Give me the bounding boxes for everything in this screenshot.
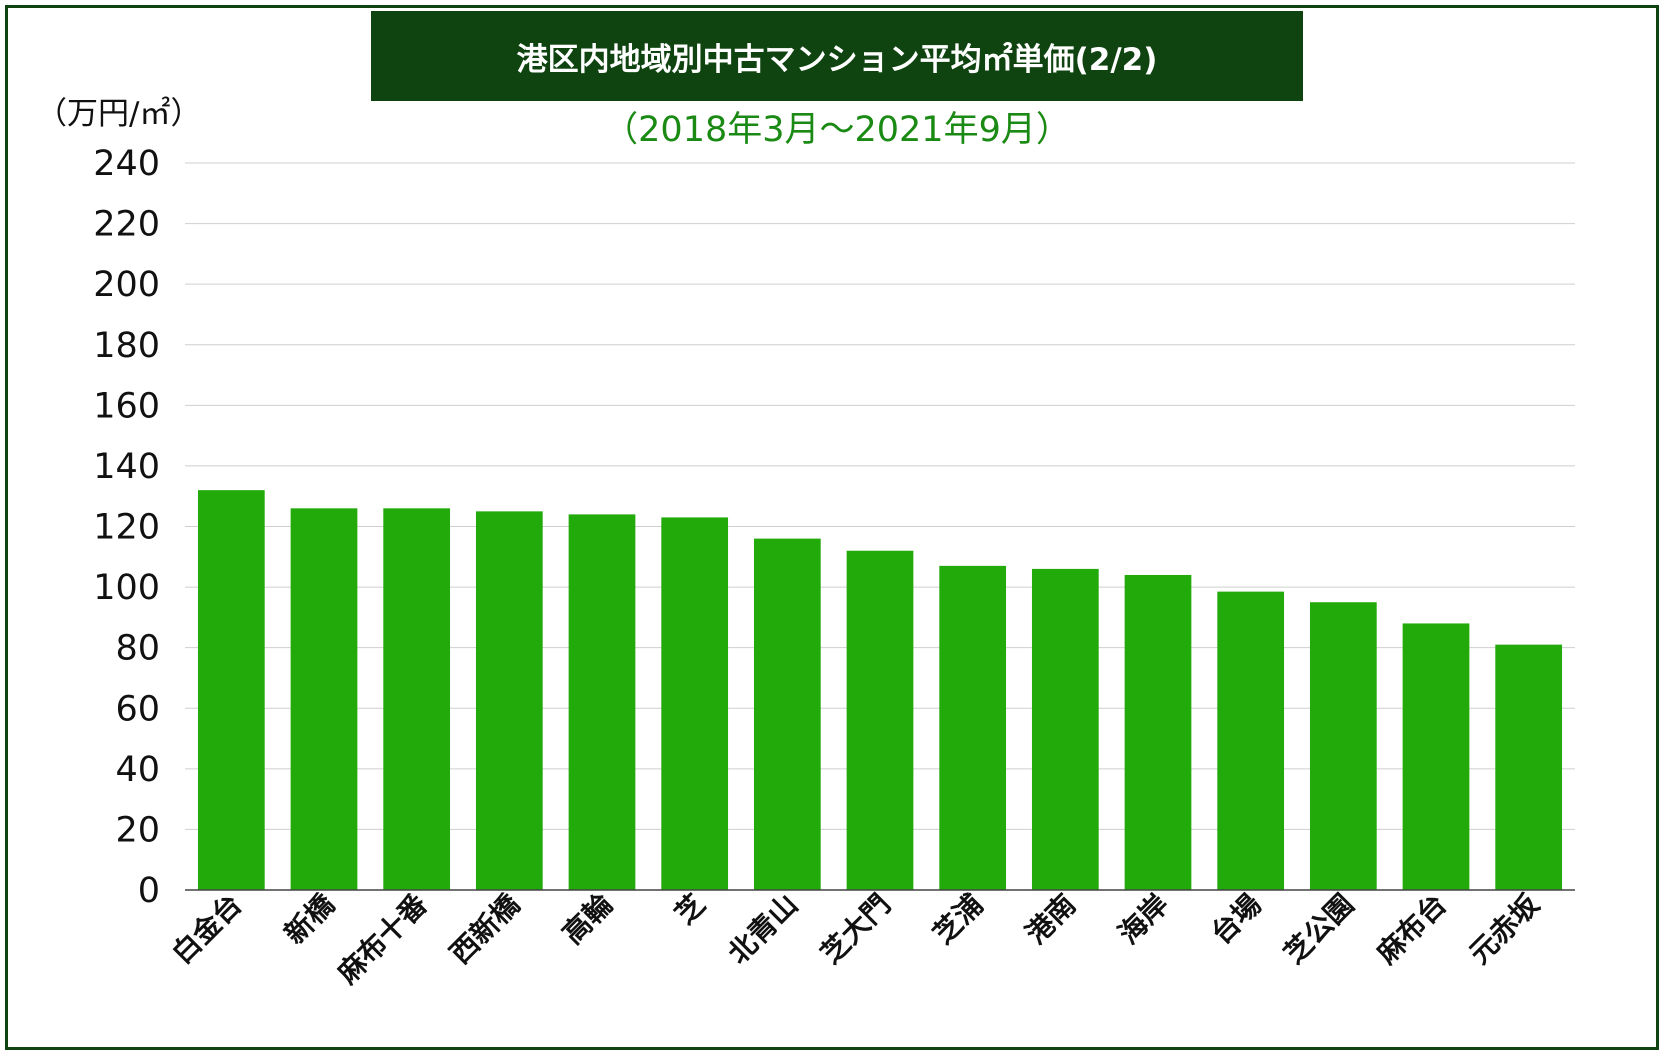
bar [847, 551, 914, 890]
y-tick-label: 80 [115, 629, 160, 669]
bars [198, 490, 1562, 890]
bar [1310, 602, 1377, 890]
y-tick-label: 240 [93, 144, 160, 184]
x-category-label: 台場 [1205, 888, 1268, 951]
x-category-label: 白金台 [166, 888, 249, 971]
y-tick-label: 140 [93, 447, 160, 487]
bar [1125, 575, 1192, 890]
y-tick-label: 120 [93, 508, 160, 548]
bar [1495, 645, 1562, 890]
bar [1032, 569, 1099, 890]
x-category-label: 港南 [1019, 888, 1082, 951]
y-tick-label: 100 [93, 568, 160, 608]
bar [754, 539, 821, 890]
y-tick-label: 0 [138, 871, 160, 911]
x-category-label: 麻布台 [1370, 888, 1453, 971]
y-tick-label: 20 [115, 810, 160, 850]
bar [198, 490, 265, 890]
bar [1403, 623, 1470, 890]
x-category-label: 海岸 [1112, 888, 1175, 951]
y-tick-label: 220 [93, 205, 160, 245]
x-axis-labels: 白金台 新橋麻布十番 西新橋 高輪 芝北青山 芝大門 芝浦 港南 海岸 台場 芝公園 麻布台 元赤坂 [166, 887, 1546, 990]
y-tick-label: 180 [93, 326, 160, 366]
x-category-label: 芝浦 [927, 888, 990, 951]
x-category-label: 芝公園 [1278, 888, 1361, 971]
y-tick-label: 60 [115, 689, 160, 729]
bar [476, 511, 543, 890]
x-category-label: 元赤坂 [1463, 888, 1546, 971]
x-category-label: 高輪 [556, 887, 620, 951]
x-category-label: 西新橋 [444, 887, 527, 970]
bar [1217, 592, 1284, 890]
x-category-label: 麻布十番 [331, 887, 434, 990]
bar [383, 508, 450, 890]
y-axis-ticks: 0 20 40 60 80 100 120 140 160 180 200 220 240 [93, 144, 160, 911]
x-category-label: 北青山 [722, 888, 805, 971]
bar [569, 514, 636, 890]
y-tick-label: 40 [115, 750, 160, 790]
x-category-label: 新橋 [278, 887, 342, 951]
x-category-label: 芝大門 [814, 888, 897, 971]
bar [661, 517, 728, 890]
bar [939, 566, 1006, 890]
y-tick-label: 200 [93, 265, 160, 305]
x-category-label: 芝 [668, 888, 711, 931]
bar [291, 508, 358, 890]
y-tick-label: 160 [93, 386, 160, 426]
